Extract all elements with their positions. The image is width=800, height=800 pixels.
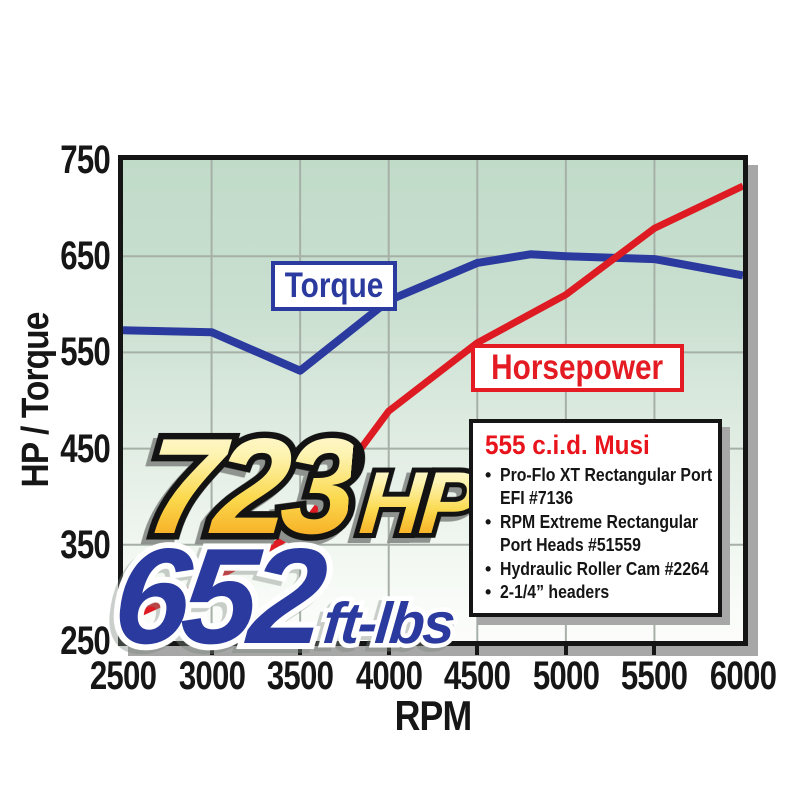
x-tick-label: 2500 bbox=[89, 654, 157, 698]
y-tick-label: 450 bbox=[60, 426, 111, 471]
bullet-text: Hydraulic Roller Cam #2264 bbox=[500, 558, 709, 579]
peak-torque-unit: ft-lbs ft-lbs bbox=[316, 587, 460, 661]
bullet-dot-icon: • bbox=[485, 511, 492, 532]
x-tick-mark bbox=[652, 646, 657, 655]
x-tick-mark bbox=[386, 646, 391, 655]
x-tick-label: 4500 bbox=[444, 654, 511, 698]
x-axis-title: RPM bbox=[394, 692, 473, 739]
engine-info-box: 555 c.i.d. Musi • Pro-Flo XT Rectangular … bbox=[469, 419, 722, 618]
engine-info-title: 555 c.i.d. Musi bbox=[485, 430, 650, 460]
x-tick-mark bbox=[209, 646, 214, 655]
y-tick-label: 650 bbox=[60, 234, 111, 279]
x-tick-label: 5000 bbox=[532, 654, 600, 698]
info-bullet: • Hydraulic Roller Cam #2264 bbox=[485, 558, 710, 581]
bullet-text: 2-1/4” headers bbox=[500, 582, 610, 602]
x-tick-label: 3000 bbox=[178, 654, 245, 698]
bullet-text: RPM Extreme Rectangular Port Heads #51559 bbox=[500, 511, 699, 556]
horsepower-curve bbox=[123, 182, 743, 624]
x-tick-mark bbox=[563, 646, 568, 655]
peak-torque-callout: 652 652 ft-lbs ft-lbs bbox=[102, 514, 462, 678]
y-tick-label: 250 bbox=[60, 619, 111, 663]
x-tick-mark bbox=[298, 646, 303, 655]
torque-curve bbox=[123, 250, 743, 375]
info-bullet: • Pro-Flo XT Rectangular Port EFI #7136 bbox=[485, 464, 713, 511]
info-bullet: • RPM Extreme Rectangular Port Heads #5155… bbox=[485, 511, 710, 558]
bullet-dot-icon: • bbox=[485, 465, 492, 486]
y-axis-title: HP / Torque bbox=[15, 312, 57, 488]
x-tick-label: 6000 bbox=[709, 654, 777, 698]
x-tick-mark bbox=[475, 646, 480, 655]
x-tick-label: 5500 bbox=[621, 654, 688, 698]
peak-torque-value: 652 652 bbox=[102, 514, 330, 678]
x-tick-label: 4000 bbox=[355, 654, 423, 698]
torque-label-box: Torque bbox=[271, 261, 397, 311]
info-bullet: • 2-1/4” headers bbox=[485, 581, 710, 604]
y-tick-label: 750 bbox=[60, 138, 111, 182]
y-tick-label: 550 bbox=[60, 330, 111, 375]
x-tick-label: 3500 bbox=[266, 654, 334, 698]
y-tick-label: 350 bbox=[60, 522, 111, 567]
engine-info-bullets: • Pro-Flo XT Rectangular Port EFI #7136 • RP… bbox=[485, 464, 713, 604]
bullet-text: Pro-Flo XT Rectangular Port EFI #7136 bbox=[500, 465, 713, 509]
bullet-dot-icon: • bbox=[485, 558, 492, 579]
horsepower-label-box: Horsepower bbox=[471, 344, 684, 392]
bullet-dot-icon: • bbox=[485, 582, 492, 602]
